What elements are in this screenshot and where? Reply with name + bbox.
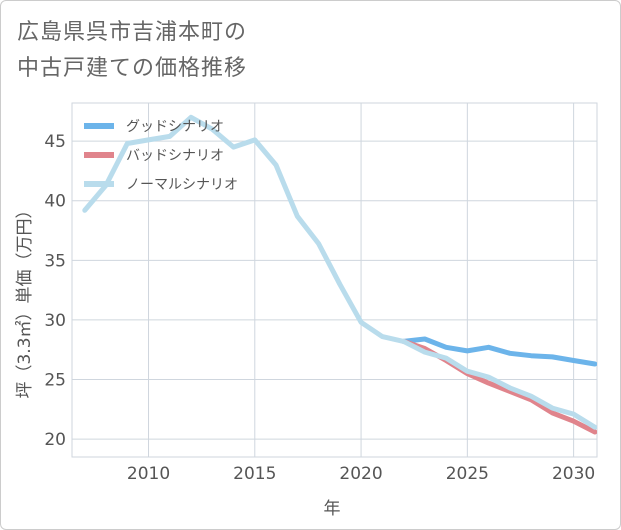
x-tick-label: 2025 <box>446 464 489 484</box>
y-tick-label: 40 <box>44 192 66 212</box>
y-tick-label: 25 <box>44 371 66 391</box>
legend-label: バッドシナリオ <box>126 148 224 164</box>
plot-area <box>71 102 598 458</box>
y-tick-label: 45 <box>44 132 66 152</box>
series-line-normal <box>82 114 597 430</box>
x-axis-label: 年 <box>324 499 341 519</box>
x-tick-label: 2015 <box>233 464 276 484</box>
x-tick-label: 2020 <box>339 464 382 484</box>
y-tick-labels: 20 25 30 35 40 45 <box>44 132 66 450</box>
grid <box>71 102 598 458</box>
chart-title-line-1: 広島県呉市吉浦本町の <box>17 20 248 45</box>
legend-label: ノーマルシナリオ <box>126 177 238 193</box>
y-tick-label: 30 <box>44 311 66 331</box>
series-line-good <box>401 336 597 367</box>
y-axis-label: 坪（3.3㎡）単価（万円） <box>15 201 35 398</box>
x-tick-label: 2030 <box>552 464 595 484</box>
legend-label: グッドシナリオ <box>126 119 224 135</box>
series-lines <box>82 114 597 435</box>
y-tick-label: 20 <box>44 430 66 450</box>
chart-title-line-2: 中古戸建ての価格推移 <box>17 56 248 81</box>
x-tick-label: 2010 <box>127 464 170 484</box>
x-tick-labels: 2010 2015 2020 2025 2030 <box>127 464 595 484</box>
y-tick-label: 35 <box>44 251 66 271</box>
chart-title: 広島県呉市吉浦本町の 中古戸建ての価格推移 <box>17 15 247 87</box>
